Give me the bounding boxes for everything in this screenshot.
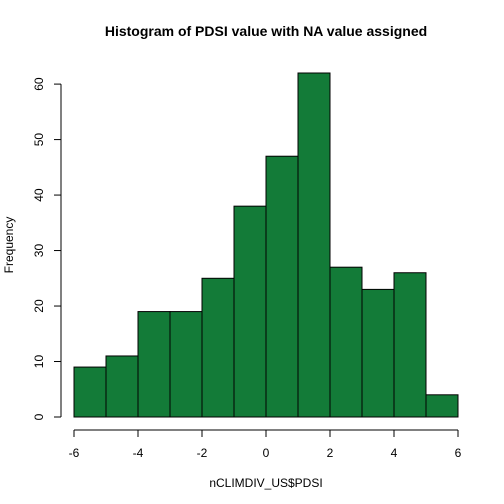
y-tick-label-2: 20 xyxy=(32,299,46,313)
y-tick-label-4: 40 xyxy=(32,188,46,202)
histogram-bar-11 xyxy=(425,394,459,418)
histogram-bar-0 xyxy=(73,366,107,418)
histogram-bar-3 xyxy=(169,311,203,418)
x-tick-label-0: -6 xyxy=(69,446,80,460)
x-tick-label-4: 2 xyxy=(327,446,334,460)
y-tick-label-3: 30 xyxy=(32,244,46,258)
x-axis-label: nCLIMDIV_US$PDSI xyxy=(209,476,322,490)
histogram-bar-10 xyxy=(393,272,427,418)
x-tick-label-6: 6 xyxy=(455,446,462,460)
y-axis-label: Frequency xyxy=(2,217,16,274)
x-tick-label-1: -4 xyxy=(133,446,144,460)
y-tick-label-6: 60 xyxy=(32,77,46,91)
x-tick-label-5: 4 xyxy=(391,446,398,460)
histogram-bar-7 xyxy=(297,72,331,418)
histogram-bar-9 xyxy=(361,288,395,418)
chart-title: Histogram of PDSI value with NA value as… xyxy=(105,23,427,39)
x-axis: -6 -4 -2 0 2 4 6 xyxy=(69,429,462,460)
histogram-bar-2 xyxy=(137,311,171,418)
histogram-bar-6 xyxy=(265,155,299,418)
y-axis: 0 10 20 30 40 50 60 xyxy=(32,77,62,420)
histogram-bar-8 xyxy=(329,266,363,418)
y-tick-label-5: 50 xyxy=(32,133,46,147)
y-tick-label-0: 0 xyxy=(32,413,46,420)
histogram-bar-4 xyxy=(201,277,235,418)
histogram-bar-1 xyxy=(105,355,139,418)
bars-group xyxy=(73,72,459,418)
histogram-bar-5 xyxy=(233,205,267,418)
x-tick-label-3: 0 xyxy=(263,446,270,460)
y-tick-label-1: 10 xyxy=(32,355,46,369)
x-tick-label-2: -2 xyxy=(197,446,208,460)
